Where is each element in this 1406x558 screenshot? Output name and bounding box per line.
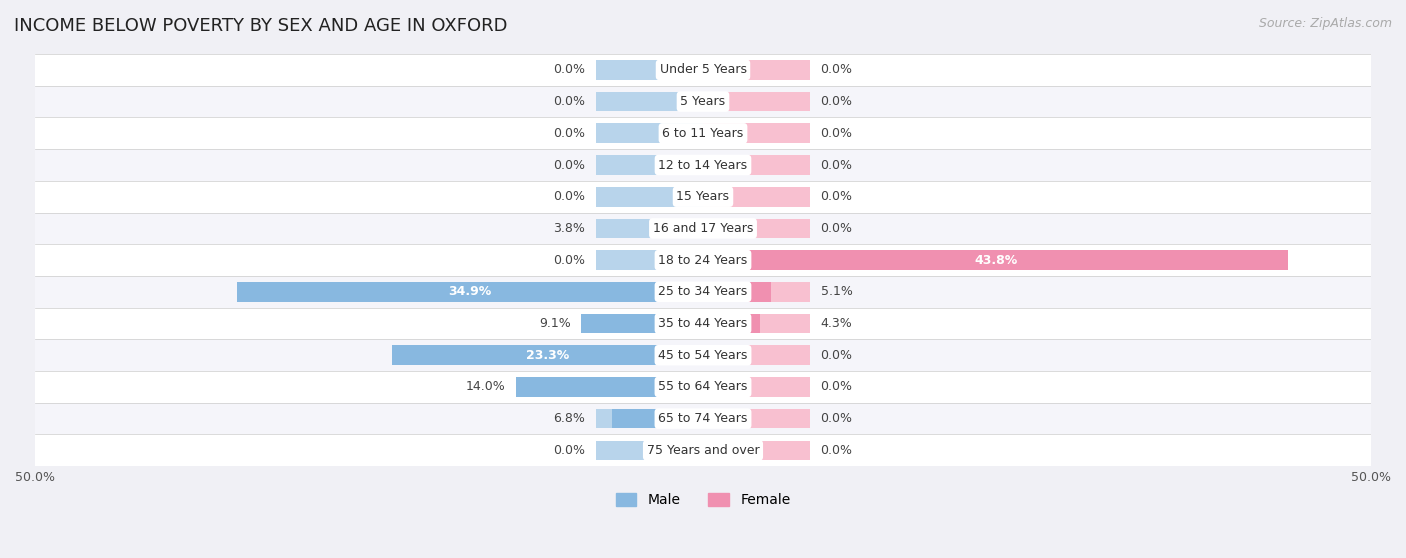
Text: 18 to 24 Years: 18 to 24 Years: [658, 254, 748, 267]
Text: 0.0%: 0.0%: [554, 158, 585, 171]
Bar: [703, 282, 810, 302]
Bar: [35, 181, 1371, 213]
Text: 0.0%: 0.0%: [554, 254, 585, 267]
Bar: [652, 219, 703, 238]
Bar: [703, 123, 810, 143]
Bar: [703, 187, 810, 206]
Text: 65 to 74 Years: 65 to 74 Years: [658, 412, 748, 425]
Text: 0.0%: 0.0%: [554, 190, 585, 203]
Text: 3.8%: 3.8%: [554, 222, 585, 235]
Bar: [35, 339, 1371, 371]
Bar: [703, 92, 810, 112]
Bar: [35, 435, 1371, 466]
Bar: [596, 123, 703, 143]
Bar: [596, 187, 703, 206]
Text: 12 to 14 Years: 12 to 14 Years: [658, 158, 748, 171]
Text: 0.0%: 0.0%: [821, 412, 852, 425]
Bar: [35, 86, 1371, 118]
Bar: [596, 409, 703, 429]
Bar: [582, 314, 703, 333]
Bar: [392, 345, 703, 365]
Bar: [703, 314, 761, 333]
Bar: [612, 409, 703, 429]
Bar: [703, 60, 810, 80]
Bar: [703, 251, 1288, 270]
Text: 45 to 54 Years: 45 to 54 Years: [658, 349, 748, 362]
Text: 6.8%: 6.8%: [554, 412, 585, 425]
Bar: [596, 219, 703, 238]
Text: Under 5 Years: Under 5 Years: [659, 64, 747, 76]
Text: 5.1%: 5.1%: [821, 285, 852, 299]
Bar: [35, 276, 1371, 307]
Bar: [703, 377, 810, 397]
Text: 5 Years: 5 Years: [681, 95, 725, 108]
Text: 16 and 17 Years: 16 and 17 Years: [652, 222, 754, 235]
Text: 23.3%: 23.3%: [526, 349, 569, 362]
Text: 0.0%: 0.0%: [821, 381, 852, 393]
Bar: [703, 409, 810, 429]
Bar: [596, 92, 703, 112]
Bar: [35, 403, 1371, 435]
Text: 0.0%: 0.0%: [554, 95, 585, 108]
Bar: [392, 345, 703, 365]
Bar: [35, 118, 1371, 149]
Text: 34.9%: 34.9%: [449, 285, 492, 299]
Text: 0.0%: 0.0%: [821, 127, 852, 140]
Bar: [596, 155, 703, 175]
Text: 0.0%: 0.0%: [554, 64, 585, 76]
Bar: [236, 282, 703, 302]
Text: 15 Years: 15 Years: [676, 190, 730, 203]
Text: 0.0%: 0.0%: [821, 190, 852, 203]
Text: 0.0%: 0.0%: [554, 444, 585, 457]
Bar: [35, 371, 1371, 403]
Bar: [703, 345, 810, 365]
Text: Source: ZipAtlas.com: Source: ZipAtlas.com: [1258, 17, 1392, 30]
Text: 0.0%: 0.0%: [821, 222, 852, 235]
Text: 0.0%: 0.0%: [821, 95, 852, 108]
Bar: [596, 251, 703, 270]
Text: 0.0%: 0.0%: [821, 158, 852, 171]
Text: 6 to 11 Years: 6 to 11 Years: [662, 127, 744, 140]
Text: 0.0%: 0.0%: [821, 64, 852, 76]
Bar: [35, 149, 1371, 181]
Text: 43.8%: 43.8%: [974, 254, 1017, 267]
Bar: [703, 440, 810, 460]
Bar: [703, 314, 810, 333]
Text: 0.0%: 0.0%: [821, 349, 852, 362]
Text: 75 Years and over: 75 Years and over: [647, 444, 759, 457]
Text: INCOME BELOW POVERTY BY SEX AND AGE IN OXFORD: INCOME BELOW POVERTY BY SEX AND AGE IN O…: [14, 17, 508, 35]
Bar: [703, 155, 810, 175]
Bar: [35, 244, 1371, 276]
Text: 0.0%: 0.0%: [554, 127, 585, 140]
Text: 25 to 34 Years: 25 to 34 Years: [658, 285, 748, 299]
Text: 9.1%: 9.1%: [538, 317, 571, 330]
Bar: [35, 307, 1371, 339]
Bar: [516, 377, 703, 397]
Text: 0.0%: 0.0%: [821, 444, 852, 457]
Bar: [516, 377, 703, 397]
Bar: [596, 440, 703, 460]
Bar: [582, 314, 703, 333]
Text: 14.0%: 14.0%: [465, 381, 505, 393]
Text: 4.3%: 4.3%: [821, 317, 852, 330]
Bar: [236, 282, 703, 302]
Bar: [35, 213, 1371, 244]
Text: 35 to 44 Years: 35 to 44 Years: [658, 317, 748, 330]
Legend: Male, Female: Male, Female: [610, 488, 796, 513]
Bar: [703, 282, 770, 302]
Bar: [596, 60, 703, 80]
Bar: [35, 54, 1371, 86]
Text: 55 to 64 Years: 55 to 64 Years: [658, 381, 748, 393]
Bar: [703, 219, 810, 238]
Bar: [703, 251, 1288, 270]
